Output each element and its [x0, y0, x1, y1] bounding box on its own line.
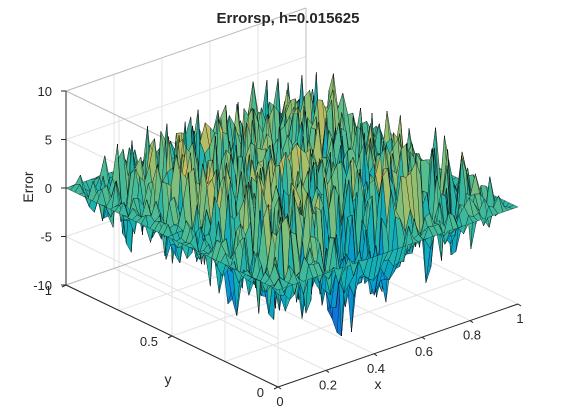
x-tick-label: 0: [276, 394, 283, 409]
x-tick-label: 0.2: [319, 377, 337, 392]
z-tick-label: 5: [45, 133, 52, 148]
y-tick-mark: [273, 386, 279, 390]
error-surface: [65, 72, 519, 337]
x-tick-label: 1: [516, 311, 523, 326]
x-tick-mark: [373, 353, 378, 357]
x-tick-label: 0.4: [367, 361, 385, 376]
y-axis-label: y: [165, 371, 172, 387]
z-axis-label: Error: [20, 171, 36, 202]
y-tick-label: 0: [257, 385, 264, 400]
y-tick-label: 0.5: [140, 334, 158, 349]
x-axis-label: x: [375, 376, 382, 392]
grid-line: [65, 56, 307, 140]
y-tick-label: 1: [45, 283, 52, 298]
grid-line: [224, 278, 466, 362]
axes-box-edge: [65, 7, 307, 92]
x-tick-label: 0.8: [463, 328, 481, 343]
x-tick-label: 0.6: [415, 344, 433, 359]
z-tick-label: -5: [40, 230, 52, 245]
x-tick-mark: [277, 386, 282, 390]
x-tick-mark: [325, 369, 330, 373]
x-axis-line: [277, 303, 519, 388]
surface-patch: [508, 204, 519, 209]
z-tick-label: 0: [45, 181, 52, 196]
x-tick-mark: [421, 336, 426, 340]
z-tick-label: -10: [33, 278, 52, 293]
x-tick-mark: [517, 303, 522, 307]
chart-title: Errorsp, h=0.015625: [216, 10, 359, 27]
x-tick-mark: [469, 320, 474, 324]
y-tick-mark: [167, 335, 173, 339]
z-tick-label: 10: [38, 84, 52, 99]
